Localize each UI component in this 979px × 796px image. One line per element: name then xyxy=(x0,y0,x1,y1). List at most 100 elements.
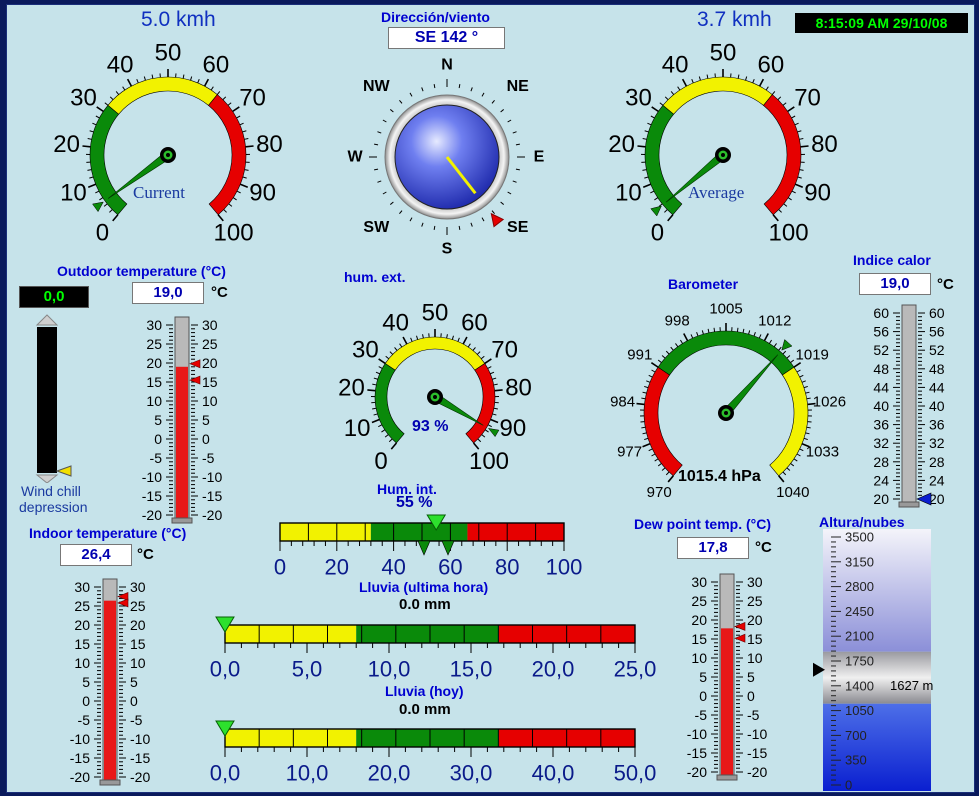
barometer-tick xyxy=(690,334,694,339)
rain-today-scale-label: 0,0 xyxy=(210,761,241,786)
barometer-tick xyxy=(799,374,804,378)
heatindex-base xyxy=(898,501,920,508)
wind-chill-value: 0,0 xyxy=(19,286,89,308)
barometer-tick xyxy=(796,453,801,457)
hum-ext-tick xyxy=(484,358,492,365)
hum-ext-tick xyxy=(378,358,386,365)
dewpoint-scale-left: 10 xyxy=(691,650,707,666)
indoor-scale-right: 5 xyxy=(130,674,138,690)
wind-average-marker xyxy=(650,205,662,217)
dewpoint-scale-right: 25 xyxy=(747,593,763,609)
hum-ext-scale-label: 10 xyxy=(344,415,371,442)
wind-average-scale-label: 20 xyxy=(608,131,635,158)
barometer-scale-label: 998 xyxy=(665,313,690,330)
barometer-tick xyxy=(803,437,808,441)
hum-ext-tick xyxy=(416,335,419,340)
indoor-scale-right: -20 xyxy=(130,769,150,785)
outdoor-temp-unit: °C xyxy=(211,284,228,301)
heatindex-scale-left: 36 xyxy=(873,417,889,433)
barometer-tick xyxy=(782,350,787,355)
wind-direction-title: Dirección/viento xyxy=(381,9,490,25)
rain-today-scale-label: 20,0 xyxy=(368,761,411,786)
heatindex-scale-left: 52 xyxy=(873,342,889,358)
barometer-tick xyxy=(801,380,806,383)
wind-current-tick xyxy=(87,183,96,188)
heatindex-scale-right: 32 xyxy=(929,435,945,451)
wind-average-speed: 3.7 kmh xyxy=(697,8,772,31)
hum-ext-tick xyxy=(493,383,498,386)
barometer-tick xyxy=(641,397,646,400)
rain-today-scale-label: 30,0 xyxy=(450,761,493,786)
hum-ext-tick xyxy=(378,424,383,428)
hum-ext-scale-label: 50 xyxy=(422,300,449,327)
barometer-tick xyxy=(793,458,798,462)
compass-label-w: W xyxy=(347,149,363,166)
wind-average-scale-label: 60 xyxy=(758,51,785,78)
compass-tick xyxy=(491,99,495,104)
outdoor-minmax-marker xyxy=(189,375,201,385)
barometer-tick xyxy=(805,391,810,394)
barometer-scale-label: 1012 xyxy=(758,313,791,330)
wind-average-scale-label: 80 xyxy=(811,131,838,158)
hum-ext-tick xyxy=(490,418,499,424)
heatindex-scale-right: 56 xyxy=(929,324,945,340)
barometer-tick xyxy=(646,380,651,383)
outdoor-scale-right: -10 xyxy=(202,469,222,485)
outdoor-scale-left: 30 xyxy=(146,317,162,333)
wind-current-tick xyxy=(109,96,114,101)
wind-average-tick xyxy=(658,203,663,207)
dewpoint-scale-right: 20 xyxy=(747,612,763,628)
barometer-scale-label: 1033 xyxy=(806,443,839,460)
barometer-tick xyxy=(805,432,810,435)
barometer-tick xyxy=(648,374,653,378)
wind-current-tick xyxy=(143,76,146,81)
wind-average-tick xyxy=(698,76,701,81)
wind-average-tick xyxy=(650,190,655,194)
hum-ext-tick xyxy=(480,355,485,360)
compass-label-e: E xyxy=(534,149,545,166)
wind-current-scale-label: 70 xyxy=(239,84,266,111)
heatindex-scale-right: 28 xyxy=(929,454,945,470)
wind-current-tick xyxy=(227,102,232,106)
hum-ext-tick xyxy=(481,434,486,438)
barometer-band-1 xyxy=(657,330,795,376)
wind-current-tick xyxy=(242,176,247,179)
barometer-tick xyxy=(793,362,802,368)
compass-tick xyxy=(377,131,382,134)
compass-tick xyxy=(433,225,436,230)
indoor-scale-left: 5 xyxy=(82,674,90,690)
hum-ext-tick xyxy=(402,336,408,345)
outdoor-scale-right: -20 xyxy=(202,507,222,523)
barometer-scale-label: 1026 xyxy=(813,394,846,411)
barometer-tick xyxy=(707,328,710,333)
hum-ext-tick xyxy=(422,334,424,339)
barometer-tick xyxy=(651,453,656,457)
barometer-hub-center xyxy=(724,411,728,415)
wind-average-tick xyxy=(797,130,802,133)
barometer-band-0 xyxy=(643,366,683,477)
hum-ext-tick xyxy=(476,351,481,355)
dewpoint-scale-left: 20 xyxy=(691,612,707,628)
barometer-tick xyxy=(661,355,666,359)
wind-current-tick xyxy=(210,86,214,91)
wind-current-scale-label: 90 xyxy=(249,180,276,207)
wind-average-tick xyxy=(777,96,782,101)
dewpoint-scale-left: 5 xyxy=(699,669,707,685)
wind-average-tick xyxy=(752,78,755,84)
indoor-scale-right: 10 xyxy=(130,655,146,671)
barometer-tick xyxy=(742,328,745,333)
wind-current-dial-label: Current xyxy=(133,183,185,202)
rain-today-band-1 xyxy=(356,729,499,747)
dewpoint-minmax-marker xyxy=(734,622,746,631)
compass-tick xyxy=(515,168,520,171)
barometer-tick xyxy=(661,467,666,471)
hum-ext-tick xyxy=(493,407,498,410)
barometer-tick xyxy=(778,475,785,483)
heatindex-scale-right: 20 xyxy=(929,491,945,507)
indoor-scale-left: 10 xyxy=(74,655,90,671)
wind-current-scale-label: 100 xyxy=(214,220,254,247)
indoor-temp-value: 26,4 xyxy=(60,544,132,566)
dewpoint-scale-left: 30 xyxy=(691,574,707,590)
outdoor-scale-right: -5 xyxy=(202,450,215,466)
